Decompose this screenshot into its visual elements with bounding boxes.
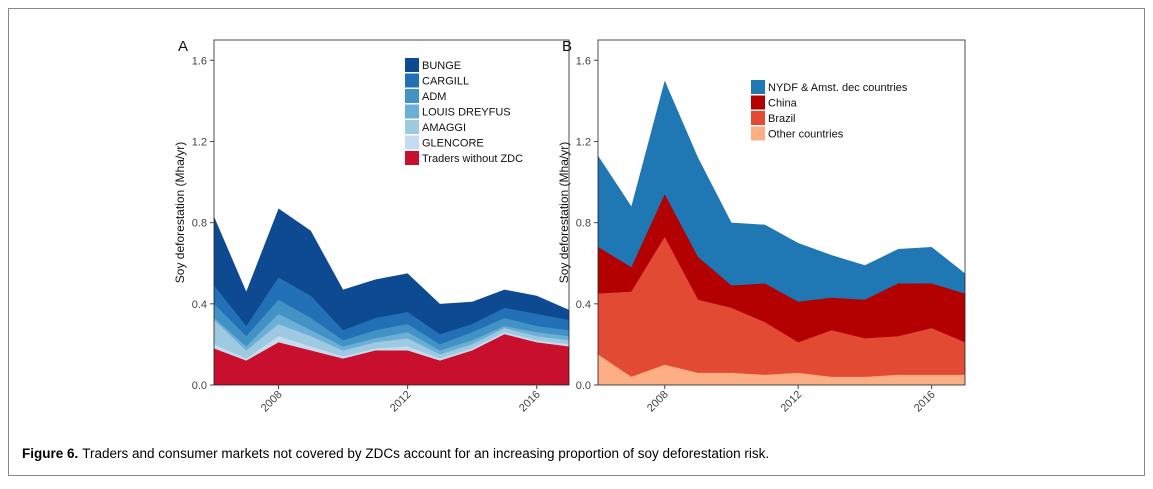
x-tick-label: 2012 [779,389,805,415]
legend-label: AMAGGI [422,122,466,134]
area [598,354,965,385]
y-axis-label: Soy deforestation (Mha/yr) [173,142,187,283]
caption-label: Figure 6. [22,446,78,461]
legend-swatch [751,80,765,94]
y-tick-label: 0.4 [192,299,207,311]
y-tick-label: 0.8 [192,218,207,230]
legend-swatch [405,58,419,72]
legend-swatch [405,89,419,103]
y-tick-label: 0.0 [192,380,207,392]
legend-label: CARGILL [422,76,469,88]
legend-label: Other countries [768,129,844,141]
y-tick-label: 0.8 [576,218,591,230]
caption-text: Traders and consumer markets not covered… [82,446,769,461]
y-tick-label: 1.6 [192,55,207,67]
legend-swatch [751,111,765,125]
y-tick-label: 0.0 [576,380,591,392]
legend-swatch [405,73,419,88]
figure-frame [8,8,1145,476]
caption: Figure 6. Traders and consumer markets no… [22,446,769,461]
x-tick-label: 2016 [517,389,543,415]
legend-swatch [405,104,419,119]
legend-label: GLENCORE [422,138,484,150]
legend-label: NYDF & Amst. dec countries [768,82,908,94]
x-tick-label: 2012 [388,389,414,415]
y-axis-label: Soy deforestation (Mha/yr) [557,142,571,283]
y-tick-label: 0.4 [576,299,591,311]
y-tick-label: 1.6 [576,55,591,67]
panel-label: B [562,38,572,55]
legend-label: LOUIS DREYFUS [422,107,511,119]
x-tick-label: 2016 [912,389,938,415]
y-tick-label: 1.2 [576,136,591,148]
legend-label: Traders without ZDC [422,153,523,165]
y-tick-label: 1.2 [192,136,207,148]
legend-label: BUNGE [422,60,461,72]
legend-label: Brazil [768,113,796,125]
panel-label: A [178,38,188,55]
legend-swatch [405,120,419,134]
area [214,334,569,385]
legend-swatch [751,95,765,110]
plot-frame [597,39,966,386]
legend-swatch [405,135,419,150]
legend-label: China [768,98,798,110]
x-tick-label: 2008 [259,389,285,415]
legend-swatch [751,126,765,141]
legend-label: ADM [422,91,446,103]
legend-swatch [405,151,419,165]
plot-frame [213,39,570,386]
x-tick-label: 2008 [645,389,671,415]
area [598,236,965,385]
